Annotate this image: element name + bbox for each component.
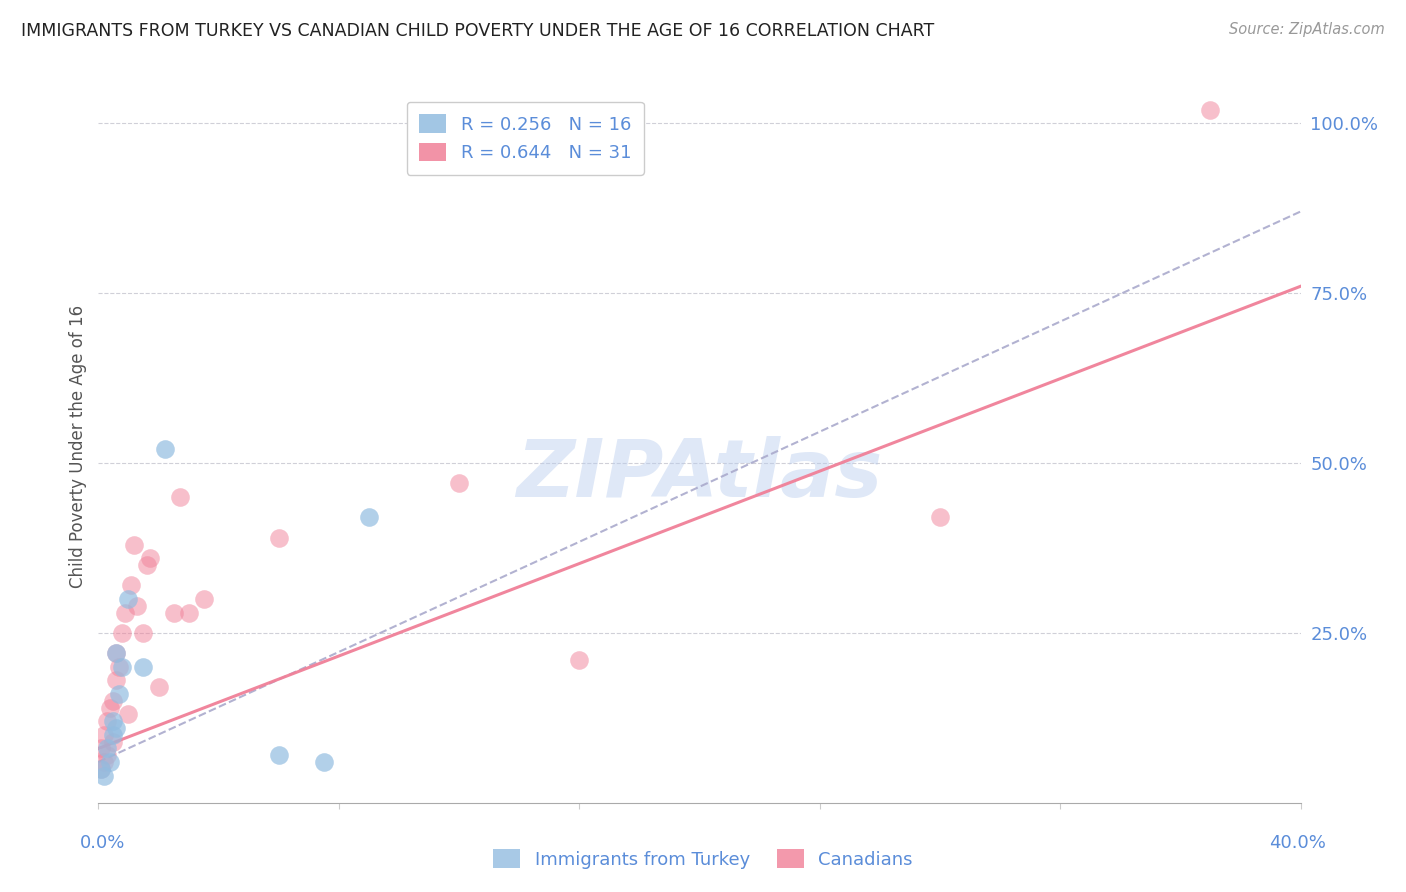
Point [117,591,139,606]
Point [90,741,112,756]
Point [105,646,128,660]
Point [1199,103,1222,117]
Point [121,578,143,592]
Point [108,660,131,674]
Point [267,531,290,545]
Point [135,558,157,572]
Point [447,476,470,491]
Point [105,673,128,688]
Text: ZIPAtlas: ZIPAtlas [516,435,883,514]
Point [93,769,115,783]
Text: 40.0%: 40.0% [1270,834,1326,852]
Point [90,762,112,776]
Point [111,626,134,640]
Point [929,510,952,524]
Y-axis label: Child Poverty Under the Age of 16: Child Poverty Under the Age of 16 [69,304,87,588]
Point [111,660,134,674]
Point [90,762,112,776]
Point [117,707,139,722]
Point [193,591,215,606]
Point [177,606,200,620]
Point [103,714,125,729]
Legend: R = 0.256   N = 16, R = 0.644   N = 31: R = 0.256 N = 16, R = 0.644 N = 31 [406,102,644,175]
Point [357,510,380,524]
Point [124,537,146,551]
Point [148,680,170,694]
Point [96,714,118,729]
Point [96,748,118,763]
Text: Source: ZipAtlas.com: Source: ZipAtlas.com [1229,22,1385,37]
Point [103,694,125,708]
Point [127,599,149,613]
Text: IMMIGRANTS FROM TURKEY VS CANADIAN CHILD POVERTY UNDER THE AGE OF 16 CORRELATION: IMMIGRANTS FROM TURKEY VS CANADIAN CHILD… [21,22,935,40]
Point [96,741,118,756]
Point [100,755,122,769]
Point [267,748,290,763]
Point [169,490,191,504]
Point [93,728,115,742]
Point [108,687,131,701]
Point [103,728,125,742]
Point [105,646,128,660]
Point [568,653,591,667]
Text: 0.0%: 0.0% [80,834,125,852]
Point [93,755,115,769]
Legend: Immigrants from Turkey, Canadians: Immigrants from Turkey, Canadians [486,842,920,876]
Point [103,734,125,748]
Point [100,700,122,714]
Point [138,551,160,566]
Point [312,755,335,769]
Point [132,660,155,674]
Point [132,626,155,640]
Point [162,606,184,620]
Point [153,442,176,457]
Point [114,606,136,620]
Point [105,721,128,735]
